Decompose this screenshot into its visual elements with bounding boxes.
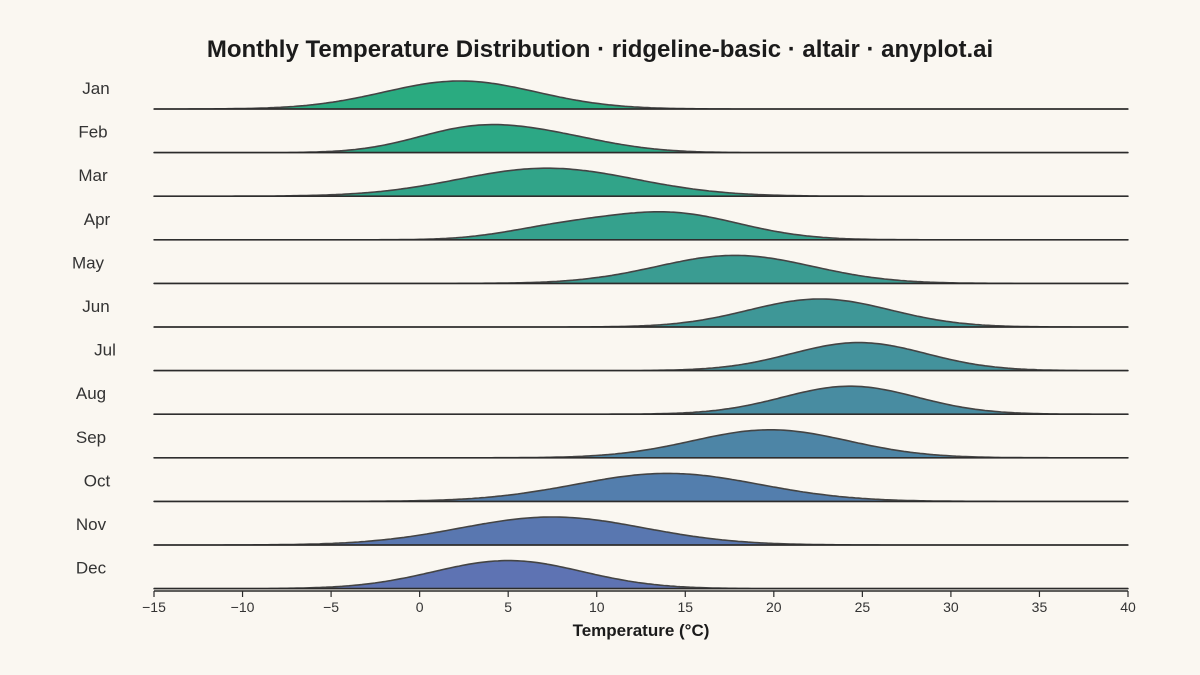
x-tick-label: 25: [855, 599, 871, 615]
density-area-jun: [153, 298, 1129, 328]
ridge-may: May: [72, 253, 1129, 285]
density-area-may: [153, 254, 1129, 285]
x-tick-label: 30: [943, 599, 959, 615]
x-tick-label: 0: [416, 599, 424, 615]
x-axis-title: Temperature (°C): [573, 621, 710, 640]
density-area-jul: [153, 341, 1129, 372]
x-tick-label: 20: [766, 599, 782, 615]
x-tick-label: −15: [142, 599, 166, 615]
density-area-nov: [153, 516, 1129, 546]
ridges: Jan Feb Mar Apr May Jun Jul Aug Sep Oct Nov Dec: [72, 79, 1129, 590]
month-label-sep: Sep: [76, 428, 106, 447]
month-label-may: May: [72, 253, 105, 272]
ridge-jan: Jan: [82, 79, 1129, 110]
ridge-apr: Apr: [84, 210, 1129, 241]
month-label-oct: Oct: [84, 471, 111, 490]
density-area-sep: [153, 429, 1129, 459]
density-area-dec: [153, 559, 1129, 590]
month-label-nov: Nov: [76, 515, 107, 534]
x-axis: −15 −10 −5 0 5 10 15 20 25 30 35 40: [142, 590, 1136, 615]
month-label-jan: Jan: [82, 79, 109, 98]
ridge-sep: Sep: [76, 428, 1129, 459]
density-area-feb: [153, 123, 1129, 154]
ridge-oct: Oct: [84, 471, 1129, 503]
month-label-mar: Mar: [78, 166, 108, 185]
ridge-aug: Aug: [76, 384, 1129, 415]
density-area-apr: [153, 211, 1129, 241]
density-area-aug: [153, 385, 1129, 415]
month-label-jun: Jun: [82, 297, 109, 316]
density-area-mar: [153, 167, 1129, 197]
ridge-feb: Feb: [78, 123, 1129, 154]
month-label-apr: Apr: [84, 210, 111, 229]
ridge-dec: Dec: [76, 559, 1129, 590]
x-tick-label: −10: [231, 599, 255, 615]
month-label-dec: Dec: [76, 559, 107, 578]
x-tick-label: 5: [504, 599, 512, 615]
density-area-oct: [153, 472, 1129, 503]
ridge-nov: Nov: [76, 515, 1129, 546]
x-tick-label: 10: [589, 599, 605, 615]
month-label-jul: Jul: [94, 341, 116, 360]
ridge-jul: Jul: [94, 341, 1129, 372]
chart-title: Monthly Temperature Distribution · ridge…: [207, 36, 993, 63]
x-tick-label: 40: [1120, 599, 1136, 615]
ridge-jun: Jun: [82, 297, 1129, 328]
x-tick-label: 15: [677, 599, 693, 615]
ridge-mar: Mar: [78, 166, 1129, 197]
x-tick-label: −5: [323, 599, 339, 615]
x-tick-label: 35: [1032, 599, 1048, 615]
month-label-feb: Feb: [78, 123, 107, 142]
density-area-jan: [153, 80, 1129, 110]
month-label-aug: Aug: [76, 384, 106, 403]
